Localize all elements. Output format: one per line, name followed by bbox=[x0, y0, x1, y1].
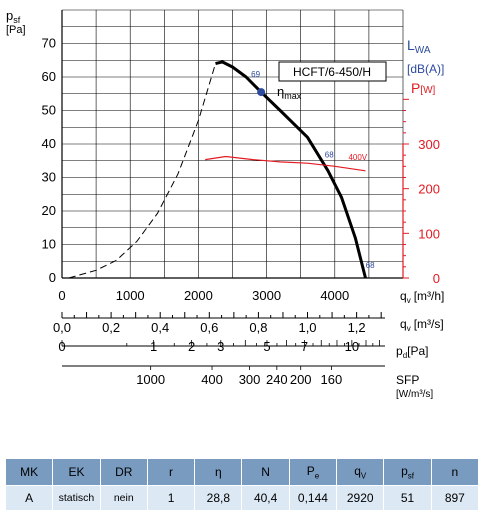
eta-max-label: ηmax bbox=[277, 84, 302, 101]
x-tick-label-sfp: 1000 bbox=[136, 372, 165, 387]
x-tick-label-m3h: 2000 bbox=[184, 288, 213, 303]
x-tick-label-m3s: 0,2 bbox=[102, 320, 120, 335]
pressure-curve-dashed bbox=[68, 63, 216, 279]
x-tick-label-m3s: 1,2 bbox=[348, 320, 366, 335]
series-layer bbox=[68, 60, 367, 279]
y-right-lwa-title: LWA bbox=[407, 37, 431, 56]
y-right-lwa-unit: [dB(A)] bbox=[407, 62, 444, 76]
x-tick-label-pd: 3 bbox=[217, 339, 224, 354]
table-header: MK bbox=[4, 458, 54, 486]
lwa-label: 68 bbox=[325, 150, 334, 159]
chart-grid bbox=[61, 9, 404, 279]
lwa-label: 68 bbox=[366, 261, 375, 270]
table-cell: 2920 bbox=[336, 485, 385, 511]
table-header: Pe bbox=[288, 458, 338, 486]
table-header: EK bbox=[52, 458, 101, 486]
table-cell: 28,8 bbox=[194, 485, 243, 511]
x-tick-label-m3s: 0,4 bbox=[151, 320, 169, 335]
table-row: A statisch nein 1 28,8 40,4 0,144 2920 5… bbox=[4, 485, 480, 511]
table-cell: 51 bbox=[383, 485, 432, 511]
table-header: r bbox=[146, 458, 196, 486]
x-tick-label-pd: 1 bbox=[150, 339, 157, 354]
y-right-tick-label: 200 bbox=[418, 182, 440, 197]
x-tick-label-m3h: 4000 bbox=[320, 288, 349, 303]
table-cell: 1 bbox=[146, 485, 196, 511]
eta-max-point bbox=[257, 88, 266, 97]
x-tick-label-sfp: 160 bbox=[321, 372, 343, 387]
x-axis-title-sfp: SFP bbox=[396, 373, 419, 387]
y-left-tick-label: 10 bbox=[42, 237, 56, 252]
x-axis-title-pd: pd[Pa] bbox=[396, 344, 429, 360]
x-tick-label-m3s: 0,8 bbox=[249, 320, 267, 335]
model-label-box bbox=[278, 61, 387, 82]
table-cell: 40,4 bbox=[241, 485, 290, 511]
table-cell: A bbox=[4, 485, 54, 511]
x-tick-label-m3h: 3000 bbox=[252, 288, 281, 303]
y-left-tick-label: 70 bbox=[42, 36, 56, 51]
model-label: HCFT/6-450/H bbox=[293, 65, 371, 79]
table-header: N bbox=[241, 458, 290, 486]
table-header: qV bbox=[336, 458, 385, 486]
table-header: psf bbox=[383, 458, 432, 486]
y-left-axis-title: psf bbox=[6, 8, 21, 25]
x-tick-label-m3s: 0,0 bbox=[53, 320, 71, 335]
table-header: n bbox=[430, 458, 480, 486]
y-right-tick-label: 100 bbox=[418, 226, 440, 241]
table-header: DR bbox=[99, 458, 148, 486]
y-left-tick-label: 40 bbox=[42, 136, 56, 151]
pressure-curve bbox=[215, 60, 367, 279]
x-tick-label-m3h: 1000 bbox=[116, 288, 145, 303]
table-header: η bbox=[194, 458, 243, 486]
y-left-tick-label: 60 bbox=[42, 69, 56, 84]
x-tick-label-pd: 7 bbox=[301, 339, 308, 354]
x-axis-title-m3h: qv [m³/h] bbox=[400, 289, 444, 305]
y-left-tick-label: 30 bbox=[42, 170, 56, 185]
y-right-tick-label: 0 bbox=[433, 271, 440, 286]
table-header-row: MK EK DR r η N Pe qV psf n bbox=[4, 458, 480, 486]
x-tick-label-pd: 5 bbox=[263, 339, 270, 354]
y-left-axis-unit: [Pa] bbox=[6, 24, 26, 36]
y-left-tick-label: 50 bbox=[42, 103, 56, 118]
lwa-label: 69 bbox=[251, 70, 260, 79]
x-tick-label-m3s: 0,6 bbox=[200, 320, 218, 335]
x-tick-label-pd: 0 bbox=[58, 339, 65, 354]
x-axis-title-m3s: qv [m³/s] bbox=[400, 317, 444, 333]
x-tick-label-m3s: 1,0 bbox=[298, 320, 316, 335]
x-tick-label-sfp: 200 bbox=[290, 372, 312, 387]
x-tick-label-m3h: 0 bbox=[58, 288, 65, 303]
performance-table: MK EK DR r η N Pe qV psf n A statisch ne… bbox=[4, 458, 480, 511]
x-axis-unit-sfp: [W/m³/s] bbox=[396, 389, 433, 400]
x-tick-label-pd: 2 bbox=[188, 339, 195, 354]
table-cell: nein bbox=[99, 485, 148, 511]
power-series-label: 400V bbox=[348, 153, 367, 162]
x-tick-label-sfp: 300 bbox=[239, 372, 261, 387]
x-tick-label-pd: 10 bbox=[345, 339, 359, 354]
y-right-tick-label: 300 bbox=[418, 137, 440, 152]
y-left-tick-label: 0 bbox=[49, 270, 56, 285]
x-tick-label-sfp: 400 bbox=[201, 372, 223, 387]
power-curve-400v bbox=[205, 155, 366, 172]
table-cell: statisch bbox=[52, 485, 101, 511]
y-right-power-title: P[W] bbox=[411, 80, 436, 96]
y-left-tick-label: 20 bbox=[42, 203, 56, 218]
table-cell: 897 bbox=[430, 485, 480, 511]
table-cell: 0,144 bbox=[288, 485, 338, 511]
x-tick-label-sfp: 240 bbox=[266, 372, 288, 387]
